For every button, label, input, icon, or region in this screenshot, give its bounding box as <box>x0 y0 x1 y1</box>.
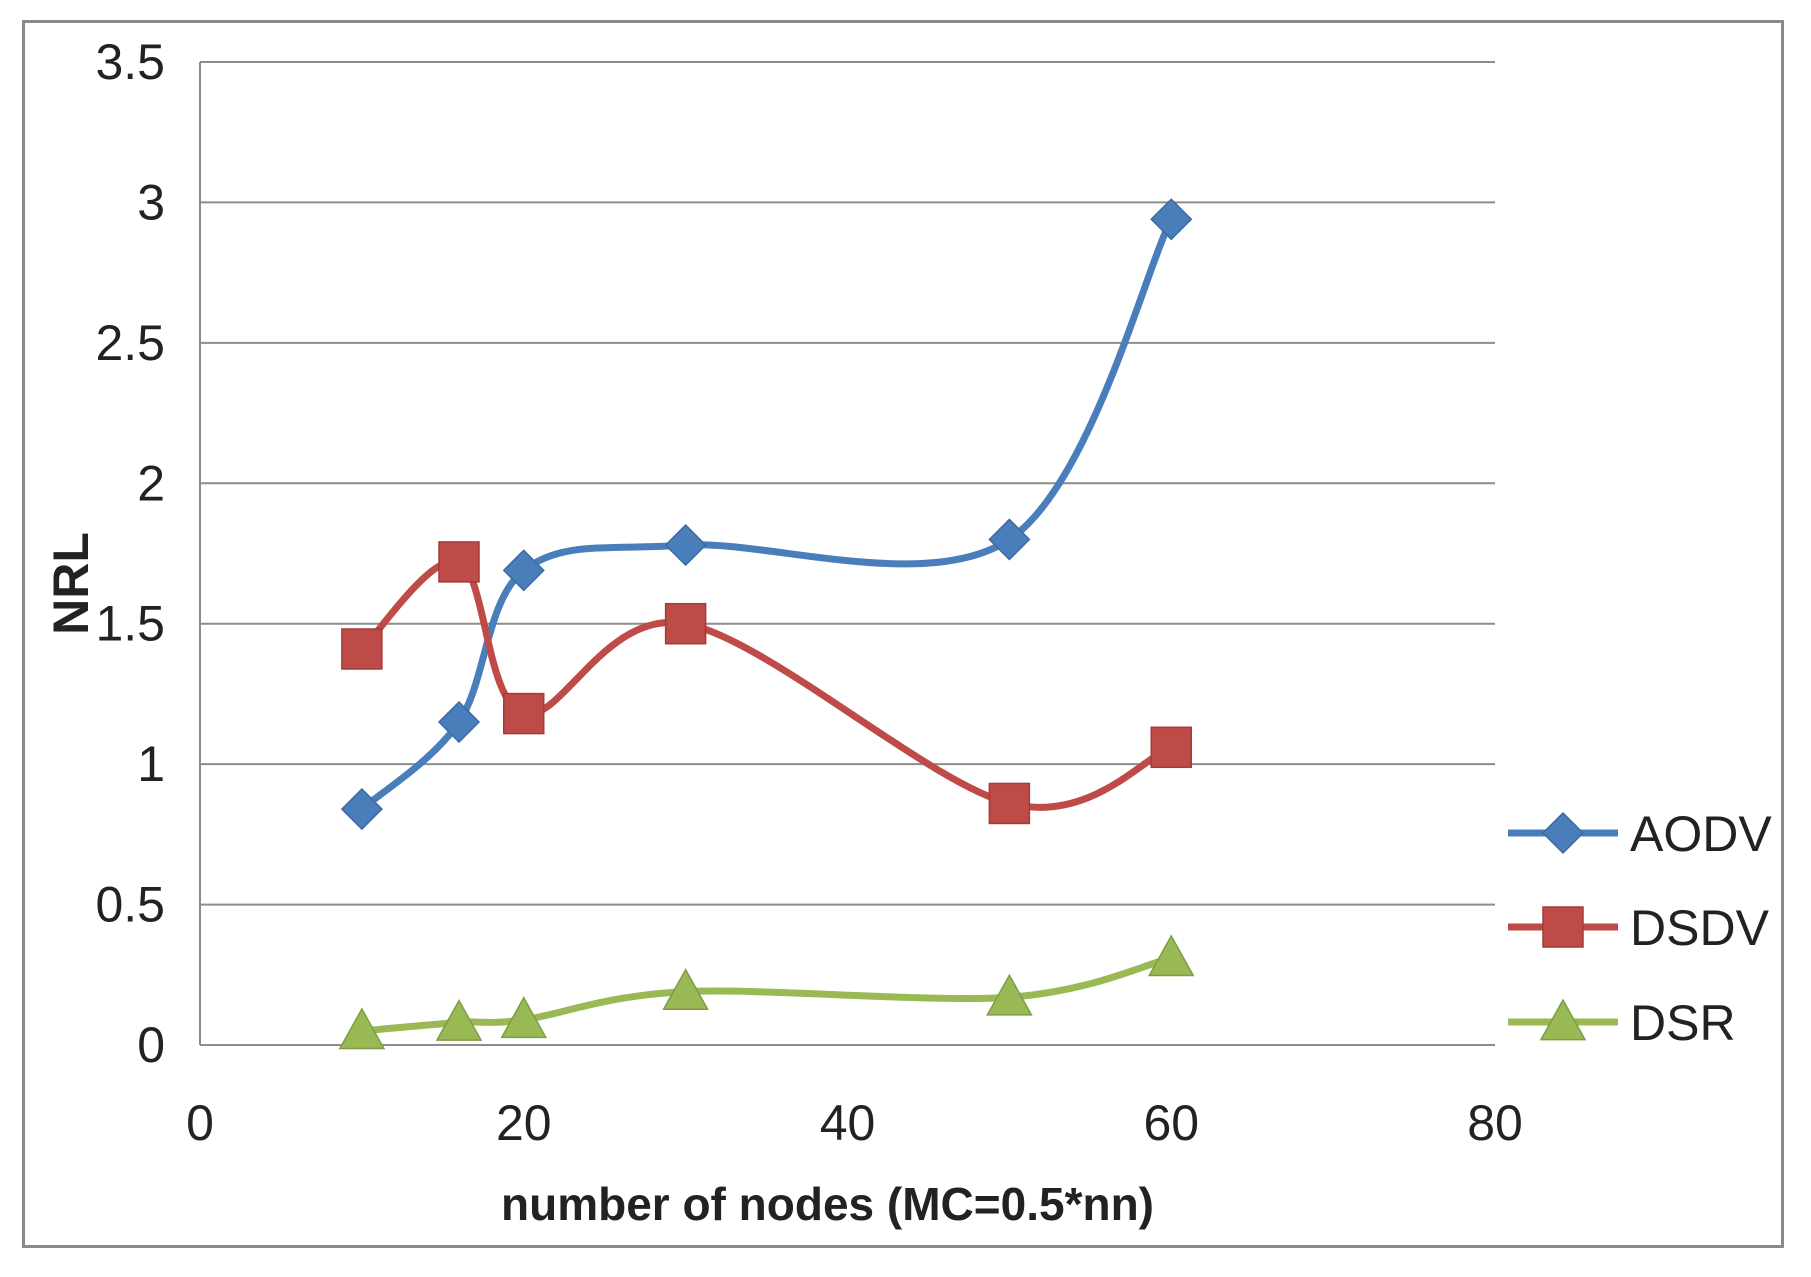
dsdv-point <box>438 541 480 583</box>
dsr-point <box>338 1007 386 1050</box>
dsdv-point <box>503 692 545 735</box>
gridlines <box>200 61 1495 1046</box>
aodv-point <box>437 700 481 744</box>
series-markers <box>338 198 1195 1050</box>
y-tick-label: 3 <box>137 174 165 230</box>
aodv-point <box>1150 198 1193 241</box>
x-tick-label: 60 <box>1143 1095 1199 1151</box>
aodv-point <box>340 788 383 831</box>
axes: 0 0.5 1 1.5 2 2.5 3 3.5 0 20 40 60 80 <box>95 34 1522 1151</box>
aodv-point <box>988 518 1031 561</box>
dsr-point <box>986 973 1033 1016</box>
dsdv-point <box>988 782 1031 825</box>
y-tick-label: 2 <box>137 455 165 511</box>
aodv-line <box>358 215 1175 813</box>
legend: AODV DSDV DSR <box>1508 806 1772 1051</box>
legend-dsr-label: DSR <box>1630 995 1736 1051</box>
y-tick-label: 1.5 <box>95 596 165 652</box>
dsr-line <box>358 954 1175 1035</box>
x-axis-title: number of nodes (MC=0.5*nn) <box>501 1178 1154 1230</box>
legend-dsdv-marker <box>1542 906 1584 948</box>
aodv-point <box>664 524 707 567</box>
y-tick-label: 2.5 <box>95 315 165 371</box>
aodv-point <box>502 549 545 592</box>
legend-aodv-label: AODV <box>1630 806 1772 862</box>
y-axis-title: NRL <box>43 532 99 635</box>
y-tick-label: 3.5 <box>95 34 165 90</box>
dsr-point <box>500 996 548 1039</box>
legend-dsr-marker <box>1539 998 1587 1041</box>
dsdv-point <box>341 628 383 670</box>
dsdv-line <box>358 557 1175 811</box>
legend-aodv-marker <box>1541 811 1585 855</box>
dsr-point <box>435 998 483 1041</box>
y-tick-label: 0 <box>137 1017 165 1073</box>
x-tick-label: 80 <box>1467 1095 1523 1151</box>
chart-frame <box>22 20 1784 1248</box>
y-tick-label: 1 <box>137 736 165 792</box>
x-tick-label: 40 <box>820 1095 876 1151</box>
x-tick-label: 0 <box>186 1095 214 1151</box>
legend-dsdv-label: DSDV <box>1630 900 1770 956</box>
dsdv-point <box>664 602 707 645</box>
dsr-point <box>662 968 709 1010</box>
x-tick-label: 20 <box>496 1095 552 1151</box>
dsr-point <box>1147 934 1195 977</box>
y-tick-label: 0.5 <box>95 877 165 933</box>
dsdv-point <box>1150 726 1192 769</box>
series-lines <box>358 215 1175 1035</box>
